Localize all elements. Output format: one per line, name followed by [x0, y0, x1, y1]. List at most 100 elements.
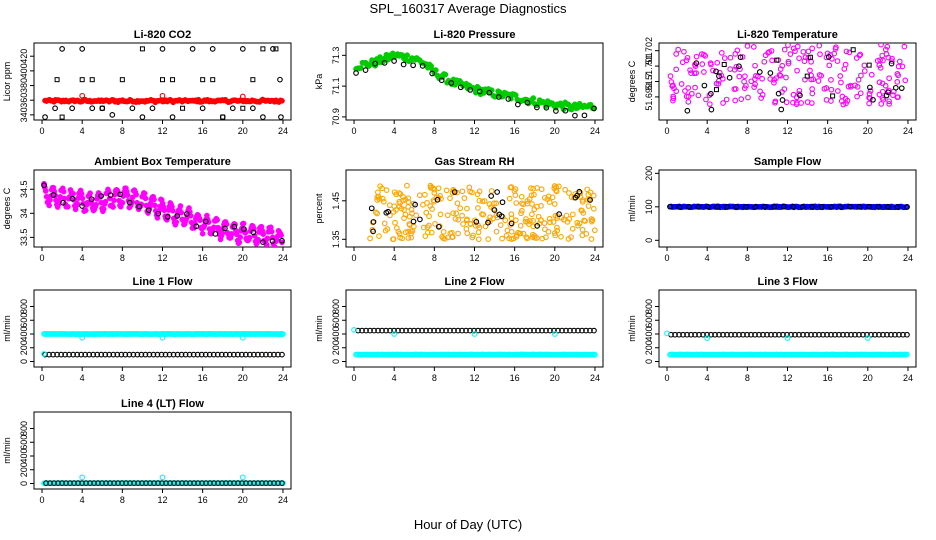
data-point — [874, 57, 881, 64]
panel-title: Line 1 Flow — [133, 276, 193, 288]
data-point — [748, 331, 754, 338]
data-point — [279, 239, 285, 246]
data-point — [375, 327, 381, 334]
data-point — [882, 82, 889, 89]
x-tick-label: 8 — [432, 373, 437, 383]
data-point — [867, 88, 874, 94]
data-point — [260, 46, 266, 52]
y-axis-label: degrees C — [627, 60, 637, 102]
data-point — [675, 46, 682, 53]
data-point — [519, 327, 525, 334]
data-point — [437, 211, 444, 218]
data-point — [391, 331, 398, 337]
data-point — [424, 224, 431, 231]
data-point — [528, 192, 535, 199]
data-point — [126, 351, 133, 358]
data-point — [71, 480, 77, 487]
data-point — [386, 202, 393, 209]
data-point — [430, 185, 437, 192]
data-point — [742, 73, 748, 80]
data-point — [193, 223, 200, 230]
y-tick-label: 33.5 — [19, 229, 29, 247]
data-point — [877, 57, 883, 63]
data-point — [563, 212, 570, 219]
data-point — [764, 331, 770, 338]
data-point — [778, 106, 785, 113]
data-point — [818, 72, 824, 79]
data-point — [162, 351, 169, 358]
data-point — [259, 351, 265, 358]
x-tick-label: 12 — [782, 373, 792, 383]
data-point — [400, 61, 407, 68]
data-point — [263, 351, 269, 358]
data-point — [430, 197, 437, 204]
data-point — [173, 219, 180, 225]
data-point — [876, 331, 882, 338]
data-point — [239, 480, 245, 487]
data-point — [787, 51, 794, 57]
data-point — [511, 327, 517, 334]
data-point — [790, 203, 797, 210]
data-point — [714, 59, 721, 66]
data-point — [159, 474, 166, 481]
data-point — [139, 480, 145, 487]
x-tick-label: 12 — [157, 126, 167, 136]
data-point — [809, 204, 816, 210]
data-point — [241, 226, 247, 232]
data-point — [199, 105, 206, 112]
data-point — [374, 210, 380, 217]
y-tick-label: 1.35 — [331, 231, 341, 249]
data-point — [66, 351, 72, 358]
data-point — [892, 84, 899, 91]
data-point — [807, 67, 813, 74]
data-point — [222, 351, 229, 358]
data-point — [480, 211, 487, 218]
data-point — [138, 351, 145, 358]
data-point — [838, 79, 844, 86]
x-tick-label: 0 — [40, 253, 45, 263]
data-point — [403, 327, 409, 334]
x-tick-label: 4 — [705, 253, 710, 263]
data-point — [562, 107, 569, 114]
panel-title: Gas Stream RH — [434, 156, 514, 168]
data-point — [491, 327, 497, 334]
data-point — [767, 70, 774, 76]
data-point — [78, 351, 85, 358]
data-point — [424, 229, 431, 236]
data-point — [416, 192, 423, 199]
data-point — [676, 331, 682, 338]
data-point — [683, 93, 690, 100]
data-point — [880, 331, 886, 338]
data-point — [585, 191, 592, 198]
data-point — [726, 74, 733, 81]
y-tick-label: 400 — [331, 326, 341, 341]
data-point — [491, 200, 497, 207]
data-point — [280, 331, 286, 337]
data-point — [219, 480, 225, 487]
data-point — [762, 52, 769, 59]
data-point — [552, 232, 559, 239]
data-point — [794, 67, 800, 74]
data-point — [875, 204, 882, 210]
x-tick-label: 12 — [157, 373, 167, 383]
x-tick-label: 20 — [550, 126, 560, 136]
data-point — [460, 221, 466, 227]
data-point — [190, 351, 197, 358]
data-point — [141, 190, 148, 197]
data-point — [534, 223, 541, 229]
data-point — [800, 331, 806, 338]
data-point — [182, 351, 189, 358]
data-point — [170, 351, 177, 358]
data-point — [704, 335, 711, 341]
data-point — [886, 101, 892, 107]
data-point — [231, 223, 238, 230]
data-point — [194, 351, 201, 358]
data-point — [441, 235, 448, 242]
data-point — [240, 105, 246, 111]
data-point — [804, 73, 810, 79]
x-tick-label: 16 — [198, 126, 208, 136]
data-point — [380, 198, 387, 205]
data-point — [67, 480, 73, 487]
data-point — [268, 228, 275, 235]
data-point — [260, 239, 266, 245]
